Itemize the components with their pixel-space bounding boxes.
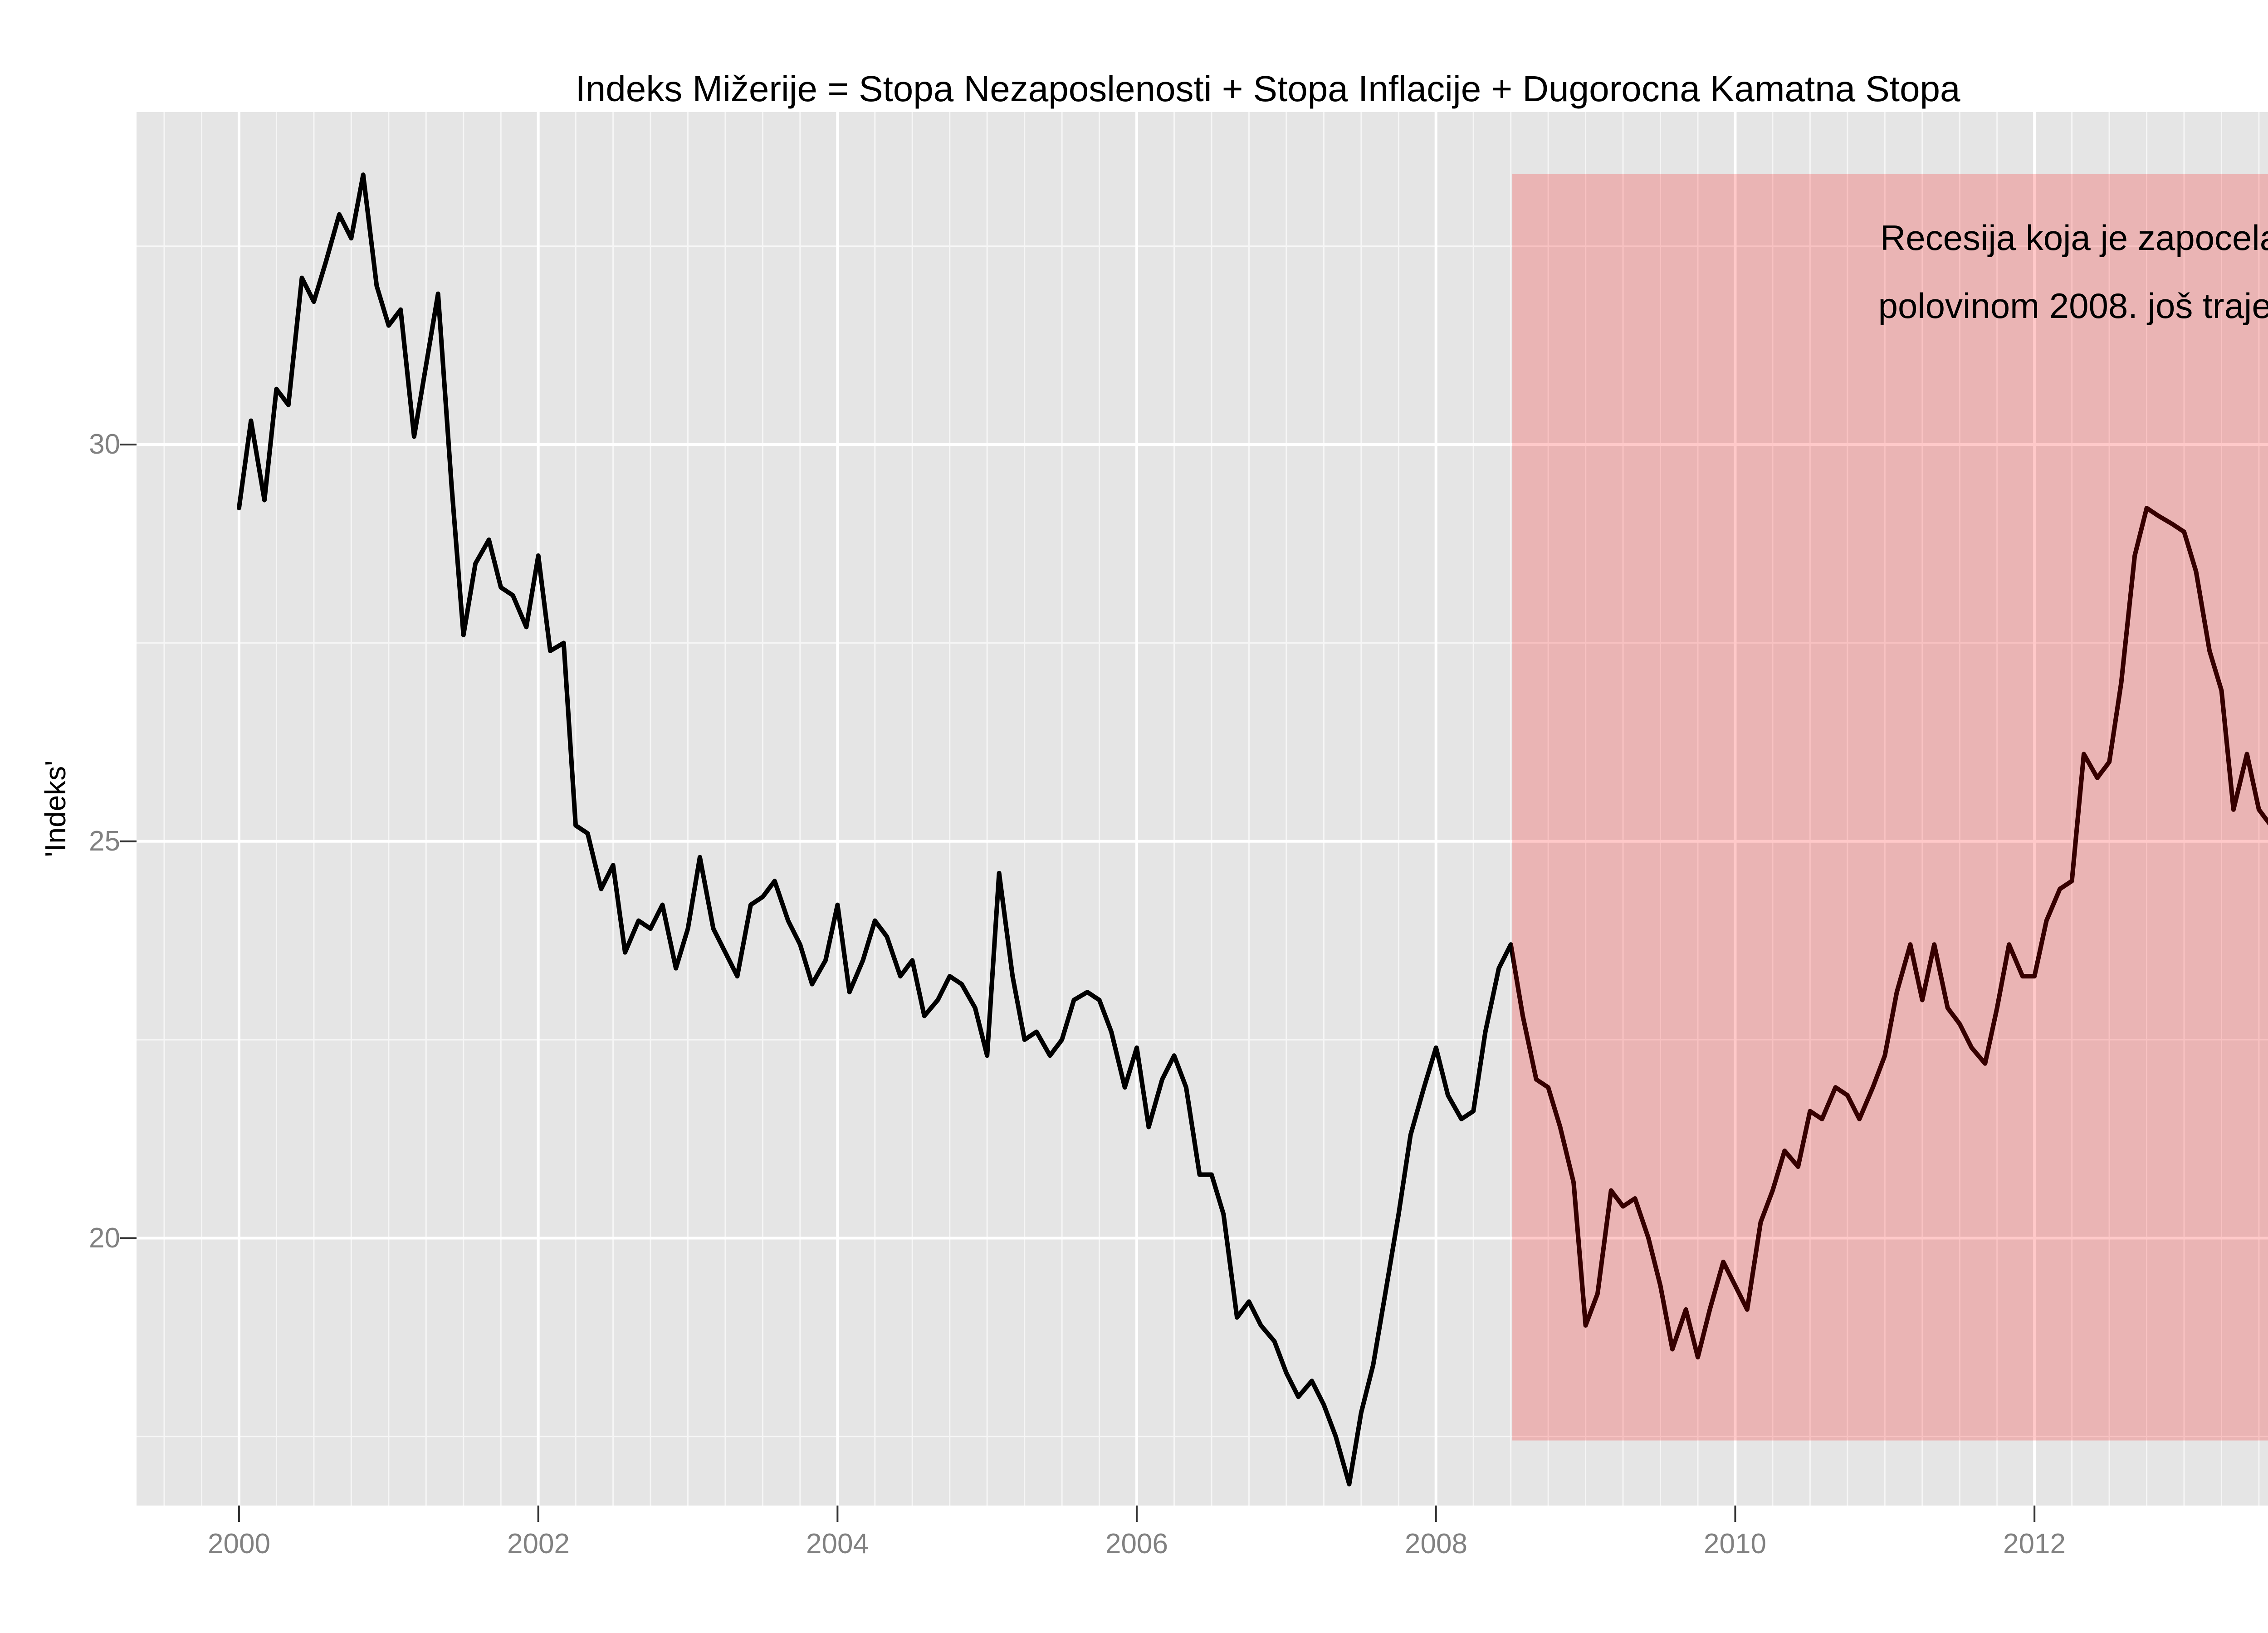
x-tick-label-2006: 2006 bbox=[1105, 1528, 1168, 1560]
recession-region bbox=[1512, 174, 2268, 1441]
x-tick-label-2014: 2014 bbox=[2266, 1526, 2268, 1562]
recession-annotation-line2: polovinom 2008. još traje. bbox=[1878, 286, 2268, 326]
y-tick-label-30: 30 bbox=[89, 429, 120, 460]
x-tick-label-2008: 2008 bbox=[1405, 1528, 1467, 1560]
y-tick-label-25: 25 bbox=[89, 826, 120, 857]
x-tick-label-2000: 2000 bbox=[208, 1528, 270, 1560]
y-tick-label-20: 20 bbox=[89, 1222, 120, 1254]
x-tick-label-2002: 2002 bbox=[507, 1528, 570, 1560]
panel-background bbox=[137, 112, 2268, 1506]
x-tick-label-2010: 2010 bbox=[1704, 1528, 1766, 1560]
x-tick-label-2012: 2012 bbox=[2003, 1528, 2066, 1560]
recession-annotation-line1: Recesija koja je zapocela bbox=[1880, 218, 2268, 258]
recession-annotation: Recesija koja je zapocela polovinom 2008… bbox=[1878, 204, 2268, 340]
chart-title: Indeks Mižerije = Stopa Nezaposlenosti +… bbox=[575, 68, 1960, 109]
data-line bbox=[236, 172, 2268, 1486]
x-tick-label-2004: 2004 bbox=[806, 1528, 869, 1560]
